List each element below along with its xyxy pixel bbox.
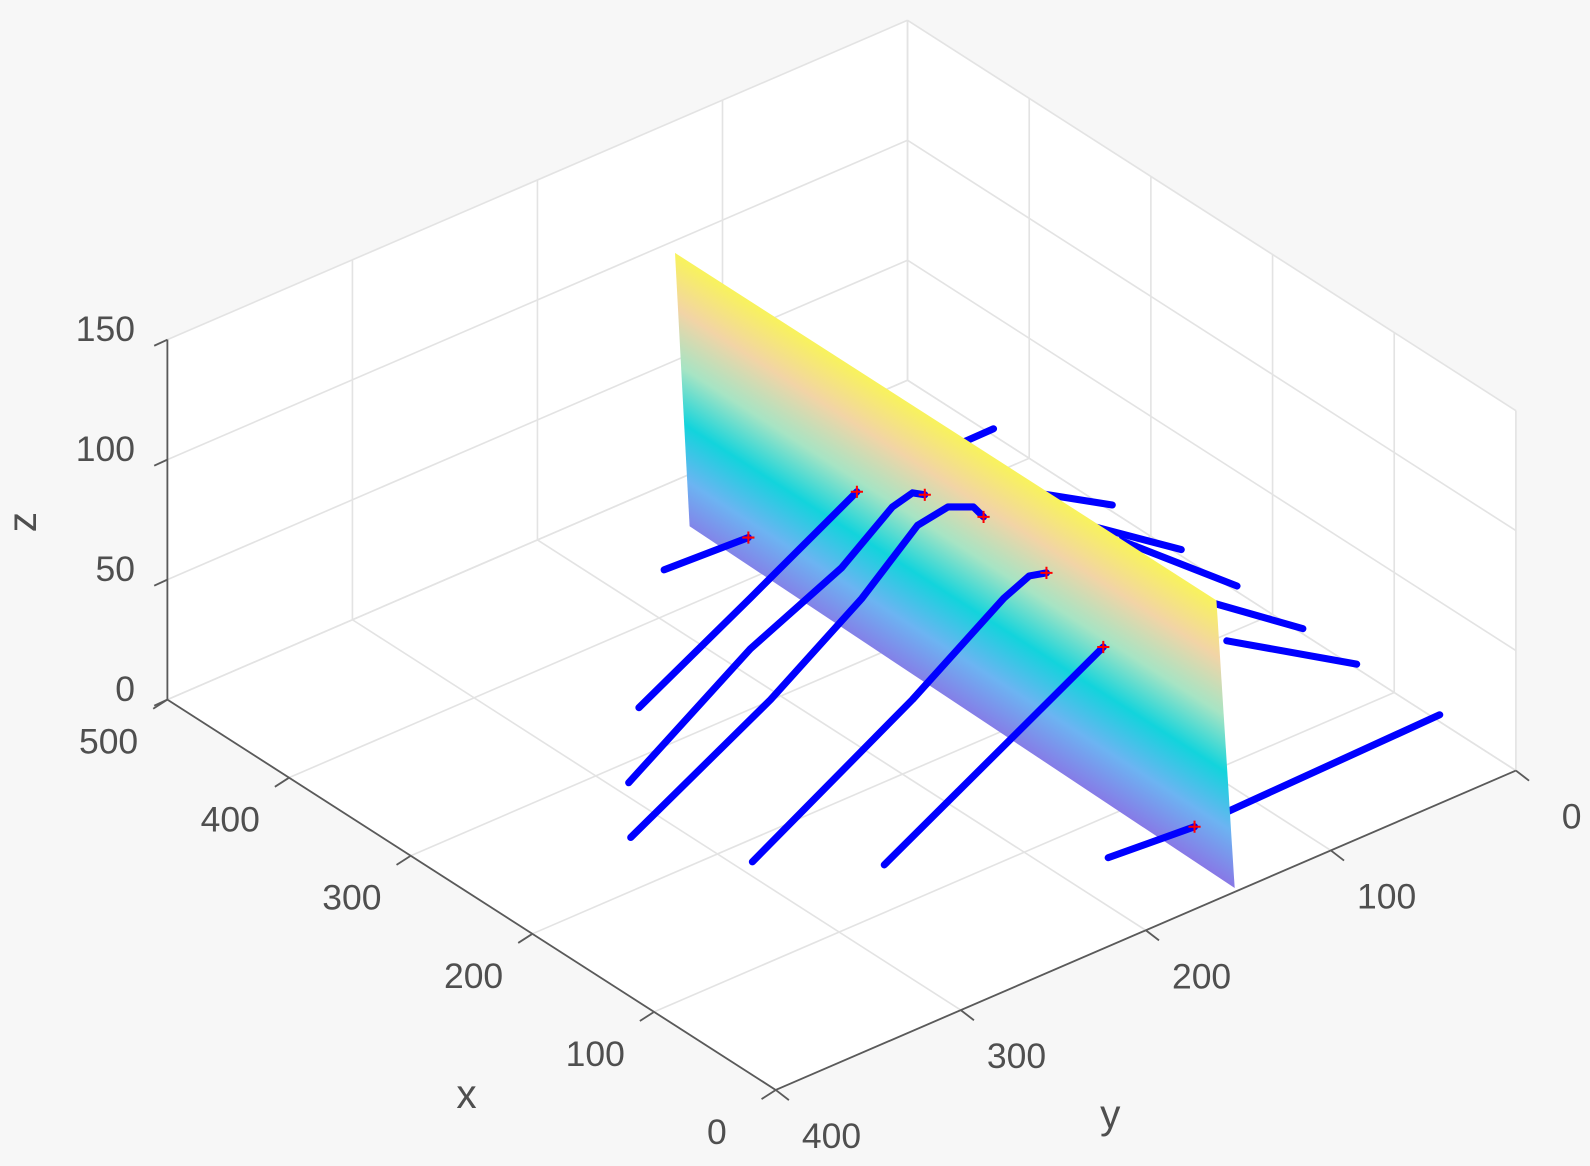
y-tick-label: 100 <box>1357 876 1416 916</box>
z-tick-mark <box>153 578 168 587</box>
grid-line <box>167 259 908 581</box>
z-tick-label: 150 <box>76 309 135 349</box>
y-tick-label: 300 <box>987 1036 1046 1076</box>
line-3d <box>748 569 1051 866</box>
y-tick-mark <box>1330 849 1345 862</box>
line-3d <box>660 534 752 574</box>
marker <box>742 531 755 544</box>
grid-line <box>907 259 1517 652</box>
x-tick-mark <box>517 933 533 944</box>
x-tick-label: 200 <box>444 956 503 996</box>
z-tick-mark <box>153 338 168 347</box>
x-tick-label: 400 <box>201 800 260 840</box>
x-tick-label: 500 <box>79 722 138 762</box>
y-tick-mark <box>960 1009 975 1021</box>
wall-pane <box>907 20 1516 771</box>
y-tick-mark <box>1145 929 1160 942</box>
z-tick-mark <box>153 458 168 467</box>
marker <box>1188 820 1201 833</box>
x-axis-label: x <box>456 1071 476 1117</box>
z-tick-label: 100 <box>76 429 135 469</box>
z-tick-label: 50 <box>95 549 134 589</box>
marker <box>977 510 990 523</box>
x-tick-label: 100 <box>566 1034 625 1074</box>
y-tick-mark <box>775 1089 790 1101</box>
line-3d <box>1116 536 1241 590</box>
line-3d <box>635 488 861 712</box>
x-tick-mark <box>761 1089 777 1100</box>
surface-layer <box>675 252 1235 889</box>
y-axis-line <box>775 769 1517 1091</box>
y-tick-label: 400 <box>802 1116 861 1156</box>
grid-layer <box>152 19 1530 1101</box>
y-axis-label: y <box>1100 1091 1121 1137</box>
x-tick-mark <box>396 854 412 866</box>
x-tick-label: 0 <box>707 1112 727 1152</box>
x-tick-label: 300 <box>322 878 381 918</box>
z-tick-mark <box>153 698 168 707</box>
z-axis-label: z <box>0 512 45 532</box>
z-tick-label: 0 <box>115 669 135 709</box>
marker <box>850 485 863 498</box>
marker <box>1040 566 1053 579</box>
x-axis-line <box>166 698 777 1091</box>
x-tick-mark <box>639 1011 655 1022</box>
y-tick-label: 200 <box>1172 956 1231 996</box>
grid-line <box>167 19 908 341</box>
grid-line <box>167 139 908 461</box>
line-3d <box>1223 637 1361 668</box>
line-3d <box>1104 823 1199 862</box>
line-3d <box>880 643 1107 869</box>
grid-line <box>907 19 1517 412</box>
marker <box>1097 640 1110 654</box>
line-3d <box>625 489 929 787</box>
y-tick-mark <box>1515 769 1530 782</box>
line-3d <box>1190 711 1444 831</box>
y-tick-label: 0 <box>1562 797 1582 837</box>
labels: x y z 0 100 200 300 400 500 0 100 200 300 400 0 50 10… <box>0 309 1582 1156</box>
marker <box>918 488 931 501</box>
x-tick-mark <box>274 776 290 788</box>
grid-line <box>907 139 1517 532</box>
grid-line <box>537 539 1147 931</box>
line-3d <box>627 503 988 842</box>
surface <box>675 252 1235 889</box>
front-lines <box>625 485 1201 869</box>
